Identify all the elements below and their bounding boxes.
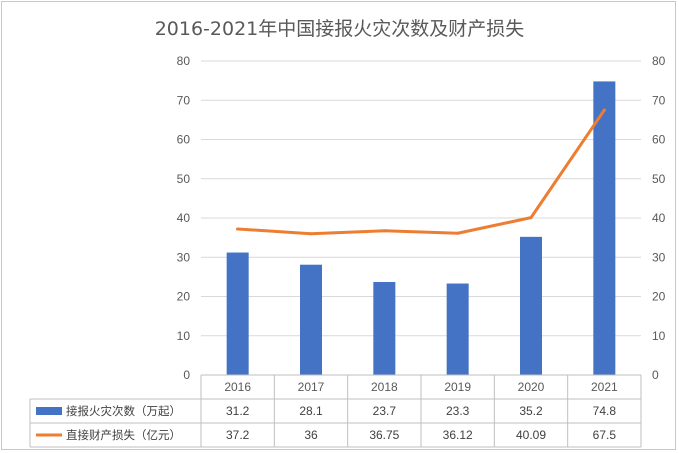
bar bbox=[373, 281, 396, 375]
y-tick-label-right: 80 bbox=[652, 54, 666, 68]
x-tick-label: 2017 bbox=[298, 380, 325, 394]
x-tick-label: 2020 bbox=[518, 380, 545, 394]
y-tick-label-left: 80 bbox=[177, 54, 191, 68]
data-label: 37.2 bbox=[226, 428, 250, 442]
legend-label: 接报火灾次数（万起） bbox=[66, 404, 181, 418]
line-point bbox=[602, 108, 606, 112]
legend-swatch-bar bbox=[36, 407, 62, 415]
y-tick-label-left: 40 bbox=[177, 211, 191, 225]
y-tick-label-right: 50 bbox=[652, 172, 666, 186]
x-tick-label: 2019 bbox=[444, 380, 471, 394]
data-label: 35.2 bbox=[519, 404, 543, 418]
data-label: 40.09 bbox=[516, 428, 546, 442]
data-label: 31.2 bbox=[226, 404, 250, 418]
y-tick-label-right: 20 bbox=[652, 290, 666, 304]
legend-label: 直接财产损失（亿元） bbox=[66, 428, 181, 442]
line-point bbox=[382, 229, 386, 233]
bar bbox=[520, 236, 542, 375]
data-label: 36 bbox=[304, 428, 318, 442]
bar bbox=[593, 81, 616, 375]
line-point bbox=[236, 227, 240, 231]
bar bbox=[446, 283, 469, 375]
y-tick-label-right: 0 bbox=[652, 368, 659, 382]
y-tick-label-left: 10 bbox=[177, 329, 191, 343]
y-tick-label-left: 0 bbox=[183, 368, 190, 382]
line-point bbox=[309, 232, 313, 236]
bar bbox=[226, 252, 249, 375]
y-tick-label-right: 70 bbox=[652, 93, 666, 107]
data-label: 23.7 bbox=[373, 404, 397, 418]
chart-title: 2016-2021年中国接报火灾次数及财产损失 bbox=[154, 18, 525, 40]
line-point bbox=[456, 231, 460, 235]
data-label: 36.75 bbox=[369, 428, 399, 442]
data-label: 74.8 bbox=[593, 404, 617, 418]
data-label: 67.5 bbox=[593, 428, 617, 442]
x-tick-label: 2016 bbox=[224, 380, 251, 394]
y-tick-label-left: 60 bbox=[177, 133, 191, 147]
data-label: 36.12 bbox=[443, 428, 473, 442]
data-label: 28.1 bbox=[299, 404, 323, 418]
data-label: 23.3 bbox=[446, 404, 470, 418]
x-tick-label: 2018 bbox=[371, 380, 398, 394]
y-tick-label-right: 60 bbox=[652, 133, 666, 147]
line-point bbox=[529, 216, 533, 220]
y-tick-label-left: 20 bbox=[177, 290, 191, 304]
line-series bbox=[236, 108, 606, 236]
y-tick-label-left: 50 bbox=[177, 172, 191, 186]
y-tick-label-left: 30 bbox=[177, 250, 191, 264]
y-tick-label-right: 10 bbox=[652, 329, 666, 343]
y-tick-label-right: 40 bbox=[652, 211, 666, 225]
y-tick-label-left: 70 bbox=[177, 93, 191, 107]
bar bbox=[300, 264, 322, 375]
x-tick-label: 2021 bbox=[591, 380, 618, 394]
y-tick-label-right: 30 bbox=[652, 250, 666, 264]
